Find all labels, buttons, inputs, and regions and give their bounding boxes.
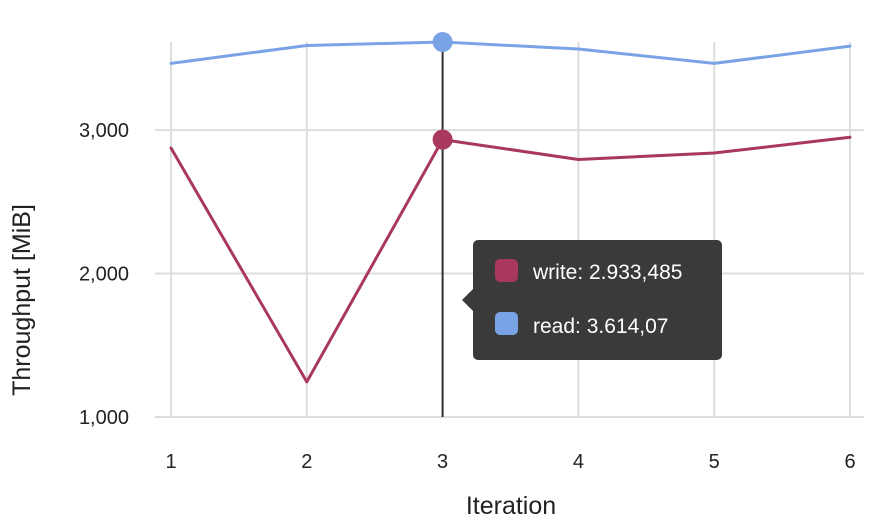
x-axis-tick-labels: 1 2 3 4 5 6	[165, 451, 855, 473]
y-axis-tick-labels: 1,000 2,000 3,000	[79, 120, 129, 429]
tooltip: write: 2.933,485 read: 3.614,07	[462, 240, 722, 360]
y-axis-title: Throughput [MiB]	[8, 204, 36, 396]
tooltip-box	[473, 240, 722, 360]
series-layer	[169, 40, 852, 384]
x-tick-label: 3	[437, 451, 448, 473]
x-tick-label: 1	[165, 451, 176, 473]
y-tick-label: 2,000	[79, 264, 129, 286]
vertical-gridlines	[170, 42, 851, 417]
y-tick-label: 3,000	[79, 120, 129, 142]
tooltip-write-label: write: 2.933,485	[532, 261, 682, 284]
tooltip-write-swatch	[495, 259, 518, 282]
series-line-read	[169, 40, 852, 65]
x-tick-label: 5	[709, 451, 720, 473]
x-tick-label: 2	[301, 451, 312, 473]
x-axis-title: Iteration	[466, 492, 556, 520]
data-point-read	[432, 32, 453, 52]
tooltip-read-label: read: 3.614,07	[533, 315, 668, 338]
x-tick-label: 6	[844, 451, 855, 473]
data-point-write	[432, 129, 453, 150]
y-tick-label: 1,000	[79, 407, 129, 429]
series-line-write	[169, 135, 852, 384]
tooltip-pointer	[462, 288, 474, 312]
x-tick-label: 4	[573, 451, 584, 473]
tooltip-read-swatch	[495, 312, 518, 335]
points-layer	[432, 32, 453, 150]
